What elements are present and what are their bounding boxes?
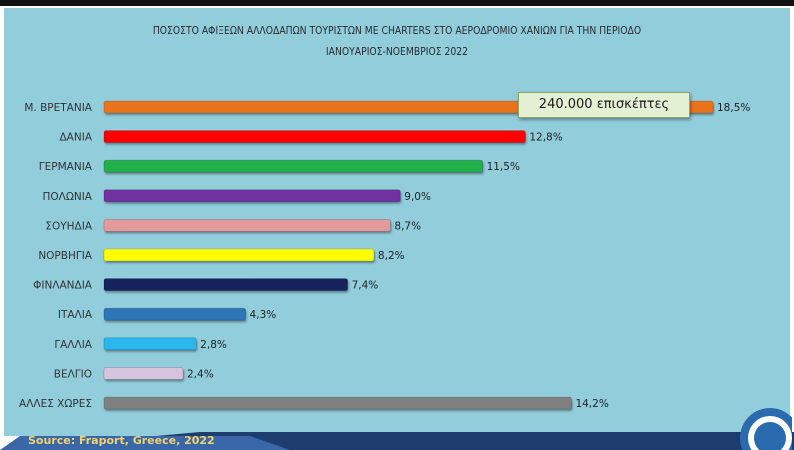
chart-title-line1: ΠΟΣΟΣΤΟ ΑΦΙΞΕΩΝ ΑΛΛΟΔΑΠΩΝ ΤΟΥΡΙΣΤΩΝ ΜΕ C… [152,25,642,37]
value-label: 9,0% [404,191,431,203]
value-label: 8,7% [394,220,421,232]
category-label: ΔΑΝΙΑ [60,132,93,144]
value-label: 18,5% [717,102,750,114]
bar [103,219,391,232]
value-label: 7,4% [352,280,379,292]
logo-icon [740,408,792,450]
visitors-callout: 240.000 επισκέπτες [518,92,690,118]
category-label: ΓΑΛΛΙΑ [54,339,92,351]
bar [103,396,572,410]
category-label: ΠΟΛΩΝΙΑ [42,191,92,203]
category-label: ΦΙΝΛΑΝΔΙΑ [33,280,93,292]
category-label: ΝΟΡΒΗΓΙΑ [38,250,92,262]
footer-band [0,432,794,450]
bar [103,130,526,143]
category-label: ΣΟΥΗΔΙΑ [45,220,92,232]
bar [103,278,348,291]
bar [103,189,401,203]
value-label: 11,5% [487,161,520,173]
value-label: 14,2% [575,398,608,410]
category-label: Μ. ΒΡΕΤΑΝΙΑ [24,102,92,114]
top-border [0,0,794,6]
bar [103,337,197,351]
value-label: 4,3% [250,309,277,321]
bar [103,159,483,173]
chart-title-line2: ΙΑΝΟΥΑΡΙΟΣ-ΝΟΕΜΒΡΙΟΣ 2022 [325,46,469,58]
value-label: 12,8% [529,132,562,144]
category-label: ΓΕΡΜΑΝΙΑ [39,161,93,173]
source-note: Source: Fraport, Greece, 2022 [28,434,215,447]
bar [103,307,246,321]
value-label: 2,8% [200,339,227,351]
category-label: ΒΕΛΓΙΟ [54,368,92,380]
bar [103,248,375,262]
bar [103,367,184,380]
value-label: 2,4% [187,368,214,380]
category-label: ΙΤΑΛΙΑ [58,309,93,321]
value-label: 8,2% [378,250,405,262]
category-label: ΑΛΛΕΣ ΧΩΡΕΣ [19,398,92,410]
